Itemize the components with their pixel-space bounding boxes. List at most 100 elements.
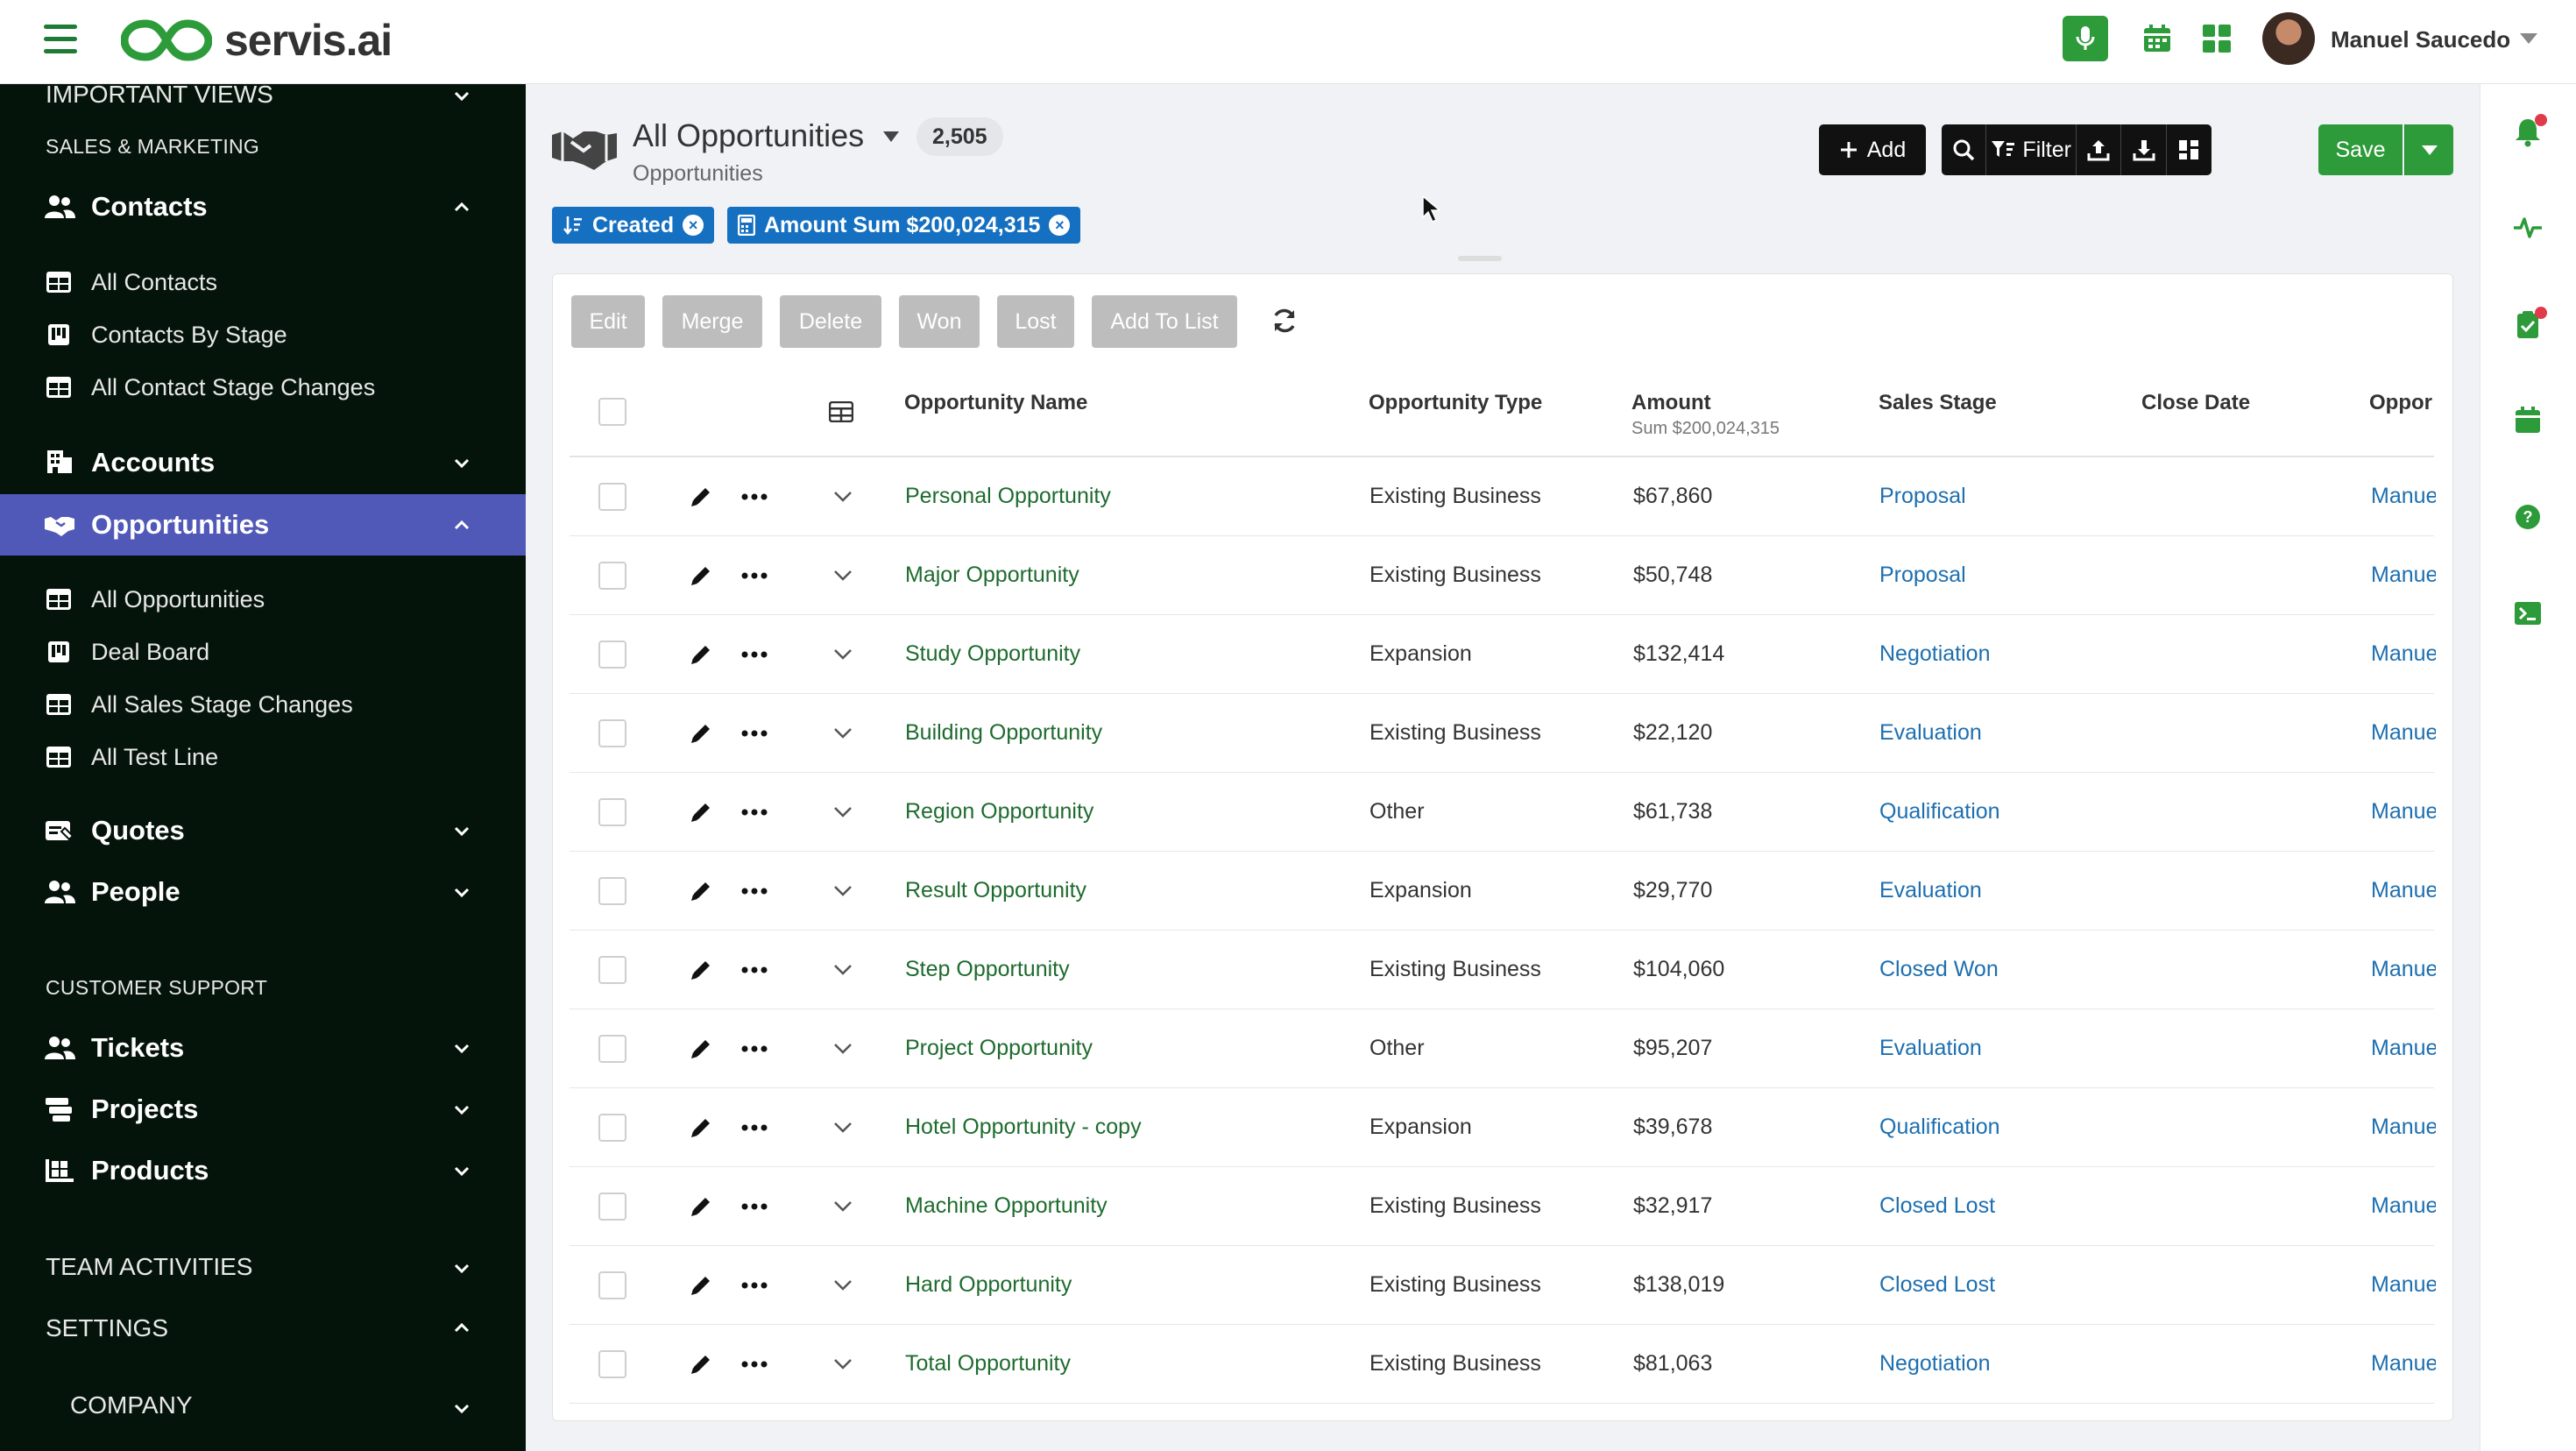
owner-link[interactable]: Manue [2371,1272,2436,1297]
sidebar-item-tickets[interactable]: Tickets [0,1029,526,1067]
view-dropdown-caret-icon[interactable] [883,131,899,142]
avatar[interactable] [2262,12,2315,65]
sales-stage-link[interactable]: Closed Won [1879,957,1999,981]
opportunity-name-link[interactable]: Hard Opportunity [905,1272,1072,1297]
more-options-icon[interactable] [741,492,768,502]
sort-chip-created[interactable]: Created × [552,207,715,244]
opportunity-name-link[interactable]: Building Opportunity [905,720,1103,745]
expand-row-chevron-icon[interactable] [832,489,853,505]
sidebar-item-accounts[interactable]: Accounts [0,443,526,482]
owner-link[interactable]: Manue [2371,1351,2436,1376]
owner-link[interactable]: Manue [2371,720,2436,745]
resize-handle[interactable] [1458,256,1502,261]
sidebar-item-projects[interactable]: Projects [0,1090,526,1129]
sidebar-sub-all-contact-stage-changes[interactable]: All Contact Stage Changes [0,372,526,403]
column-header-opportunity-owner[interactable]: Oppor [2369,391,2432,414]
opportunity-name-link[interactable]: Project Opportunity [905,1036,1093,1060]
sales-stage-link[interactable]: Qualification [1879,799,2000,824]
expand-row-chevron-icon[interactable] [832,726,853,741]
pencil-icon[interactable] [689,642,713,667]
column-header-opportunity-type[interactable]: Opportunity Type [1369,391,1543,414]
sales-stage-link[interactable]: Evaluation [1879,1036,1982,1060]
sidebar-item-products[interactable]: Products [0,1151,526,1190]
more-options-icon[interactable] [741,1201,768,1212]
more-options-icon[interactable] [741,1122,768,1133]
more-options-icon[interactable] [741,1044,768,1054]
sidebar-sub-all-test-line[interactable]: All Test Line [0,741,526,773]
sales-stage-link[interactable]: Evaluation [1879,720,1982,745]
logo[interactable]: servis.ai [121,12,393,68]
expand-row-chevron-icon[interactable] [832,1120,853,1136]
expand-row-chevron-icon[interactable] [832,804,853,820]
won-button[interactable]: Won [899,295,980,348]
more-options-icon[interactable] [741,570,768,581]
column-header-sales-stage[interactable]: Sales Stage [1879,391,1997,414]
more-options-icon[interactable] [741,886,768,896]
expand-row-chevron-icon[interactable] [832,568,853,584]
delete-button[interactable]: Delete [780,295,881,348]
tasks-clipboard-icon[interactable] [2512,308,2544,340]
owner-link[interactable]: Manue [2371,957,2436,981]
sales-stage-link[interactable]: Negotiation [1879,641,1991,666]
row-checkbox[interactable] [598,1114,626,1142]
expand-row-chevron-icon[interactable] [832,883,853,899]
more-options-icon[interactable] [741,1359,768,1370]
filter-button[interactable]: Filter [1986,124,2077,175]
sidebar-item-contacts[interactable]: Contacts [0,188,526,226]
sidebar-important-views[interactable]: IMPORTANT VIEWS [0,84,526,112]
sidebar-item-company[interactable]: COMPANY [0,1388,526,1423]
more-options-icon[interactable] [741,1280,768,1291]
pencil-icon[interactable] [689,1037,713,1061]
sales-stage-link[interactable]: Proposal [1879,484,1966,508]
row-checkbox[interactable] [598,798,626,826]
save-button[interactable]: Save [2318,124,2403,175]
add-button[interactable]: Add [1819,124,1926,175]
sidebar-sub-deal-board[interactable]: Deal Board [0,636,526,668]
remove-chip-icon[interactable]: × [1049,215,1071,236]
sidebar-item-settings[interactable]: SETTINGS [0,1311,526,1346]
sidebar-item-opportunities[interactable]: Opportunities [0,494,526,556]
row-checkbox[interactable] [598,641,626,669]
owner-link[interactable]: Manue [2371,484,2436,508]
add-to-list-button[interactable]: Add To List [1092,295,1237,348]
row-checkbox[interactable] [598,877,626,905]
column-settings-table-icon[interactable] [829,401,853,422]
expand-row-chevron-icon[interactable] [832,962,853,978]
sidebar-sub-contacts-by-stage[interactable]: Contacts By Stage [0,319,526,350]
calendar-icon[interactable] [2512,405,2544,436]
edit-button[interactable]: Edit [571,295,645,348]
calendar-icon[interactable] [2141,23,2173,54]
column-header-opportunity-name[interactable]: Opportunity Name [904,391,1088,414]
bell-icon[interactable] [2512,116,2544,147]
column-header-close-date[interactable]: Close Date [2141,391,2251,414]
sales-stage-link[interactable]: Closed Lost [1879,1272,1996,1297]
expand-row-chevron-icon[interactable] [832,1356,853,1372]
opportunity-name-link[interactable]: Machine Opportunity [905,1193,1108,1218]
remove-chip-icon[interactable]: × [683,215,704,236]
expand-row-chevron-icon[interactable] [832,647,853,662]
sidebar-sub-all-sales-stage-changes[interactable]: All Sales Stage Changes [0,689,526,720]
owner-link[interactable]: Manue [2371,1036,2436,1060]
owner-link[interactable]: Manue [2371,799,2436,824]
row-checkbox[interactable] [598,1193,626,1221]
expand-row-chevron-icon[interactable] [832,1041,853,1057]
row-checkbox[interactable] [598,1350,626,1378]
select-all-checkbox[interactable] [598,398,626,426]
sidebar-sub-all-contacts[interactable]: All Contacts [0,266,526,298]
sidebar-item-team-activities[interactable]: TEAM ACTIVITIES [0,1249,526,1285]
column-header-amount[interactable]: Amount [1631,391,1711,414]
opportunity-name-link[interactable]: Study Opportunity [905,641,1081,666]
merge-button[interactable]: Merge [662,295,762,348]
sidebar-sub-all-opportunities[interactable]: All Opportunities [0,584,526,615]
row-checkbox[interactable] [598,1035,626,1063]
owner-link[interactable]: Manue [2371,563,2436,587]
sidebar-item-quotes[interactable]: Quotes [0,811,526,850]
sales-stage-link[interactable]: Qualification [1879,1115,2000,1139]
pencil-icon[interactable] [689,563,713,588]
layout-button[interactable] [2167,124,2212,175]
pencil-icon[interactable] [689,879,713,903]
page-title[interactable]: All Opportunities [633,117,865,153]
sales-stage-link[interactable]: Negotiation [1879,1351,1991,1376]
pencil-icon[interactable] [689,958,713,982]
owner-link[interactable]: Manue [2371,641,2436,666]
